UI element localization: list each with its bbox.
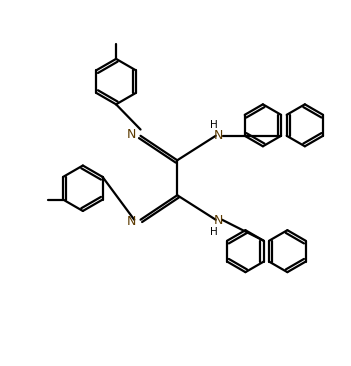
Text: N: N [127, 128, 136, 141]
Text: H: H [210, 120, 218, 130]
Text: H: H [210, 227, 218, 237]
Text: N: N [214, 214, 223, 227]
Text: N: N [127, 215, 136, 228]
Text: N: N [214, 128, 223, 142]
